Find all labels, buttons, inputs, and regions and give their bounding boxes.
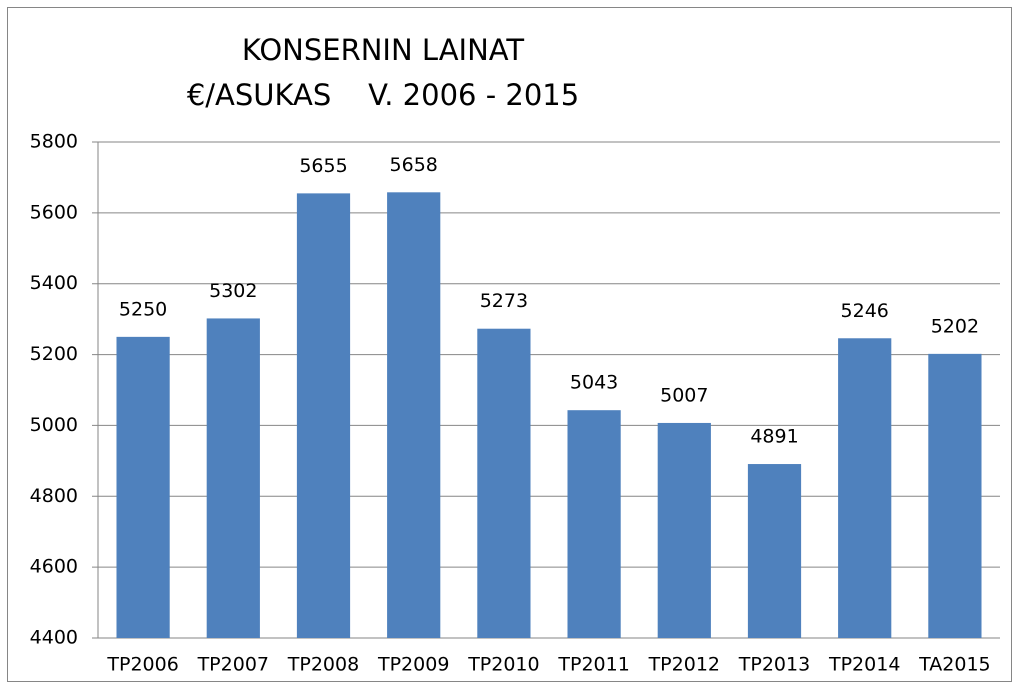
x-tick-label: TA2015: [918, 654, 990, 676]
bar: [838, 338, 892, 638]
data-label: 5302: [209, 280, 257, 302]
x-tick-label: TP2008: [287, 654, 359, 676]
y-tick-label: 5200: [30, 343, 78, 365]
x-tick-label: TP2009: [377, 654, 449, 676]
bar: [567, 410, 621, 638]
bar: [116, 336, 170, 638]
x-tick-label: TP2007: [197, 654, 269, 676]
data-label: 5246: [841, 300, 889, 322]
data-label: 5007: [660, 384, 708, 406]
data-label: 5250: [119, 298, 167, 320]
y-tick-label: 5600: [30, 201, 78, 223]
chart-title: KONSERNIN LAINAT: [242, 33, 524, 67]
data-label: 4891: [750, 426, 798, 448]
y-tick-label: 5800: [30, 131, 78, 153]
y-tick-label: 4400: [30, 627, 78, 649]
data-label: 5273: [480, 290, 528, 312]
data-label: 5655: [299, 155, 347, 177]
x-tick-label: TP2012: [648, 654, 720, 676]
data-label: 5043: [570, 372, 618, 394]
bar: [747, 464, 802, 638]
x-tick-label: TP2010: [467, 654, 539, 676]
x-tick-label: TP2014: [828, 654, 900, 676]
data-label: 5202: [931, 315, 979, 337]
y-tick-label: 5000: [30, 414, 78, 436]
bar: [928, 353, 982, 638]
data-label: 5658: [390, 154, 438, 176]
y-tick-label: 4600: [30, 556, 78, 578]
bar: [657, 422, 711, 638]
bar: [206, 318, 260, 638]
y-tick-label: 5400: [30, 272, 78, 294]
x-tick-label: TP2013: [738, 654, 810, 676]
bar: [296, 193, 351, 638]
chart-title: €/ASUKAS V. 2006 - 2015: [187, 78, 579, 112]
x-tick-label: TP2011: [557, 654, 629, 676]
bar: [477, 328, 531, 638]
bar: [387, 192, 441, 638]
x-tick-label: TP2006: [106, 654, 178, 676]
y-tick-label: 4800: [30, 485, 78, 507]
